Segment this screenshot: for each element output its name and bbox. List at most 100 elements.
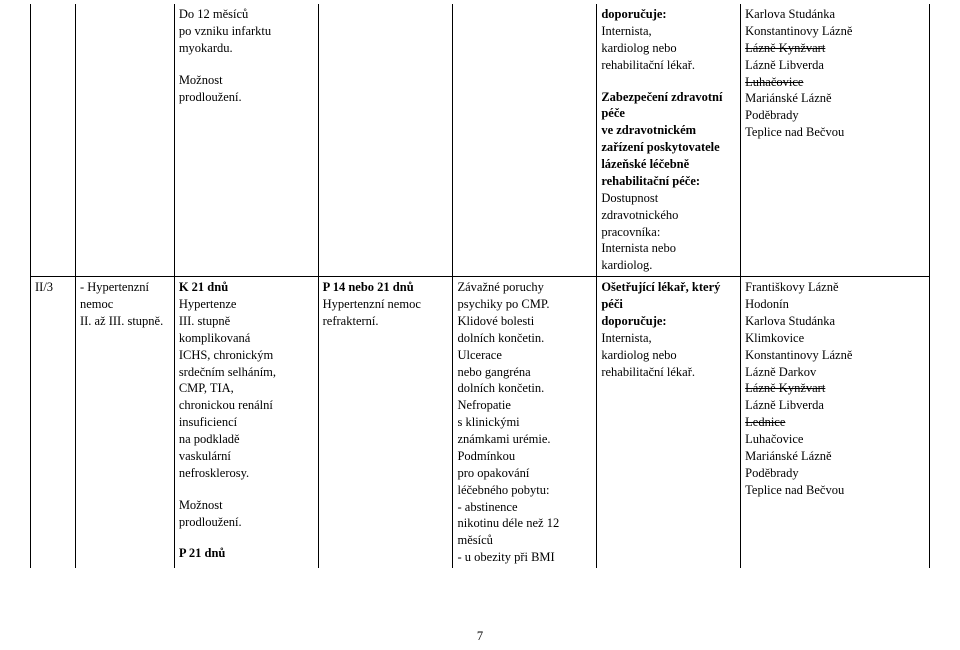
text: na podkladě [179, 432, 240, 446]
text: - Hypertenzní nemoc [80, 280, 149, 311]
text: pro opakování [457, 466, 529, 480]
text: Podmínkou [457, 449, 515, 463]
text: Lednice [745, 415, 785, 429]
text: rehabilitační lékař. [601, 365, 695, 379]
text: prodloužení. [179, 90, 242, 104]
text: kardiolog nebo [601, 41, 676, 55]
text: K 21 dnů [179, 280, 228, 294]
text: Internista, [601, 24, 651, 38]
cell-extra: P 14 nebo 21 dnů Hypertenzní nemoc refra… [318, 277, 453, 568]
text: s klinickými [457, 415, 519, 429]
text: Luhačovice [745, 432, 803, 446]
text: dolních končetin. [457, 331, 544, 345]
text: Ošetřující lékař, který péči [601, 280, 720, 311]
text: nebo gangréna [457, 365, 530, 379]
text: Poděbrady [745, 108, 798, 122]
cell-duration: Do 12 měsíců po vzniku infarktu myokardu… [174, 4, 318, 277]
text: lázeňské léčebně [601, 157, 689, 171]
text: Nefropatie [457, 398, 510, 412]
text: ve zdravotnickém [601, 123, 696, 137]
text: Možnost [179, 498, 223, 512]
text: myokardu. [179, 41, 233, 55]
text: P 21 dnů [179, 546, 226, 560]
text: zdravotnického [601, 208, 678, 222]
text: Dostupnost [601, 191, 658, 205]
text: Hodonín [745, 297, 789, 311]
text: Teplice nad Bečvou [745, 125, 844, 139]
regulation-table: Do 12 měsíců po vzniku infarktu myokardu… [30, 4, 930, 568]
text: Zabezpečení zdravotní péče [601, 90, 722, 121]
text: doporučuje: [601, 314, 666, 328]
text: Mariánské Lázně [745, 91, 831, 105]
page: Do 12 měsíců po vzniku infarktu myokardu… [0, 0, 960, 650]
table-row: Do 12 měsíců po vzniku infarktu myokardu… [31, 4, 930, 277]
text: insuficiencí [179, 415, 237, 429]
text: Internista nebo [601, 241, 676, 255]
text: Lázně Libverda [745, 398, 824, 412]
text: Internista, [601, 331, 651, 345]
text: srdečním selháním, [179, 365, 276, 379]
text: Hypertenze [179, 297, 237, 311]
text: Karlova Studánka [745, 314, 835, 328]
text: III. stupně [179, 314, 230, 328]
text: Teplice nad Bečvou [745, 483, 844, 497]
text: CMP, TIA, [179, 381, 234, 395]
cell-duration: K 21 dnů Hypertenze III. stupně kompliko… [174, 277, 318, 568]
text: pracovníka: [601, 225, 660, 239]
text: II/3 [35, 280, 53, 294]
text: Lázně Kynžvart [745, 41, 825, 55]
text: Klidové bolesti [457, 314, 534, 328]
text: Lázně Kynžvart [745, 381, 825, 395]
text: - u obezity při BMI [457, 550, 554, 564]
cell-physician: doporučuje: Internista, kardiolog nebo r… [597, 4, 741, 277]
text: - abstinence [457, 500, 517, 514]
text: doporučuje: [601, 7, 666, 21]
page-number: 7 [0, 629, 960, 644]
cell-extra [318, 4, 453, 277]
text: psychiky po CMP. [457, 297, 549, 311]
text: chronickou renální [179, 398, 273, 412]
text: Konstantinovy Lázně [745, 24, 852, 38]
text: II. až III. stupně. [80, 314, 163, 328]
text: Ulcerace [457, 348, 501, 362]
text: kardiolog nebo [601, 348, 676, 362]
text: Závažné poruchy [457, 280, 543, 294]
cell-code: II/3 [31, 277, 76, 568]
text: známkami urémie. [457, 432, 550, 446]
text: Mariánské Lázně [745, 449, 831, 463]
text: Lázně Darkov [745, 365, 816, 379]
cell-diagnosis [75, 4, 174, 277]
table-row: II/3 - Hypertenzní nemoc II. až III. stu… [31, 277, 930, 568]
text: prodloužení. [179, 515, 242, 529]
cell-contra: Závažné poruchy psychiky po CMP. Klidové… [453, 277, 597, 568]
cell-diagnosis: - Hypertenzní nemoc II. až III. stupně. [75, 277, 174, 568]
text: Lázně Libverda [745, 58, 824, 72]
text: Hypertenzní nemoc [323, 297, 421, 311]
cell-contra [453, 4, 597, 277]
text: zařízení poskytovatele [601, 140, 719, 154]
text: P 14 nebo 21 dnů [323, 280, 414, 294]
text: Karlova Studánka [745, 7, 835, 21]
cell-spa-list: Karlova Studánka Konstantinovy Lázně Láz… [741, 4, 930, 277]
text: rehabilitační lékař. [601, 58, 695, 72]
text: vaskulární [179, 449, 231, 463]
text: měsíců [457, 533, 492, 547]
text: Poděbrady [745, 466, 798, 480]
text: ICHS, chronickým [179, 348, 273, 362]
cell-physician: Ošetřující lékař, který péči doporučuje:… [597, 277, 741, 568]
text: Do 12 měsíců [179, 7, 248, 21]
cell-spa-list: Františkovy Lázně Hodonín Karlova Studán… [741, 277, 930, 568]
text: po vzniku infarktu [179, 24, 271, 38]
text: kardiolog. [601, 258, 652, 272]
cell-code [31, 4, 76, 277]
text: nefrosklerosy. [179, 466, 249, 480]
text: dolních končetin. [457, 381, 544, 395]
text: Klimkovice [745, 331, 804, 345]
text: komplikovaná [179, 331, 251, 345]
text: Konstantinovy Lázně [745, 348, 852, 362]
text: Františkovy Lázně [745, 280, 838, 294]
text: léčebného pobytu: [457, 483, 549, 497]
text: rehabilitační péče: [601, 174, 700, 188]
text: nikotinu déle než 12 [457, 516, 559, 530]
text: refrakterní. [323, 314, 379, 328]
